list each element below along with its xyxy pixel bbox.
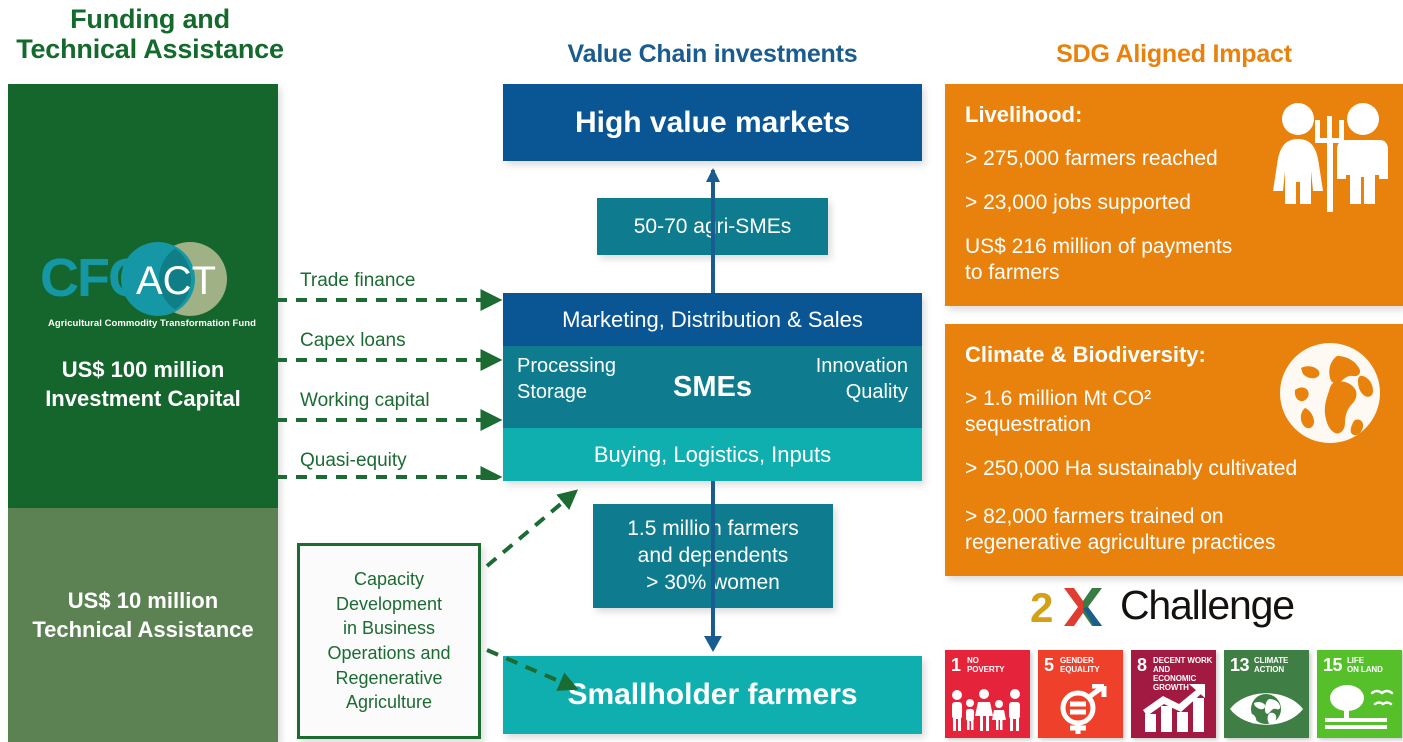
climate-stat-trained: > 82,000 farmers trained on regenerative … xyxy=(965,505,1276,555)
livelihood-title: Livelihood: xyxy=(965,102,1083,127)
sdg-goal-15: 15 LIFE ON LAND xyxy=(1317,650,1402,738)
finance-label-trade-finance: Trade finance xyxy=(300,270,416,291)
cfc-act-logo: CFC ACT Agricultural Commodity Transform… xyxy=(38,242,266,342)
investment-capital-panel: CFC ACT Agricultural Commodity Transform… xyxy=(8,84,278,508)
investment-capital-amount: US$ 100 million Investment Capital xyxy=(45,357,241,412)
sdg-goal-1-number: 1 xyxy=(951,655,961,675)
sdg-goal-8: 8 DECENT WORK AND ECONOMIC GROWTH xyxy=(1131,650,1216,738)
climate-title: Climate & Biodiversity: xyxy=(965,342,1206,367)
sdg-goal-5-number: 5 xyxy=(1044,655,1054,675)
finance-instrument-arrows: Trade finance Capex loans Working capita… xyxy=(276,270,508,488)
2x-challenge-mark: 2 xyxy=(1030,584,1102,631)
heading-value-chain: Value Chain investments xyxy=(567,40,858,68)
smallholder-farmers-box: Smallholder farmers xyxy=(503,656,922,734)
sdg-goal-13-number: 13 xyxy=(1230,655,1250,675)
smes-processing-storage-label: Processing Storage xyxy=(517,355,616,403)
cfc-act-logo-mark: CFC ACT xyxy=(40,242,227,316)
agri-smes-box: 50-70 agri-SMEs xyxy=(597,198,828,255)
finance-arrow-lines xyxy=(276,289,503,488)
svg-text:2: 2 xyxy=(1030,584,1052,630)
finance-label-working-capital: Working capital xyxy=(300,390,430,411)
eye-globe-icon xyxy=(1230,693,1303,725)
high-value-markets-box: High value markets xyxy=(503,84,922,161)
sdg-goal-5: 5 GENDER EQUALITY xyxy=(1038,650,1123,738)
svg-text:ACT: ACT xyxy=(136,259,216,303)
technical-assistance-amount: US$ 10 million Technical Assistance xyxy=(32,588,254,643)
sdg-goal-15-number: 15 xyxy=(1323,655,1343,675)
heading-sdg-impact: SDG Aligned Impact xyxy=(1056,40,1292,68)
cfc-logo-tagline: Agricultural Commodity Transformation Fu… xyxy=(48,318,256,329)
capacity-development-box: Capacity Development in Business Operations… xyxy=(297,543,481,739)
smes-marketing-label: Marketing, Distribution & Sales xyxy=(562,306,863,332)
growth-chart-icon xyxy=(1143,684,1205,732)
technical-assistance-panel: US$ 10 million Technical Assistance xyxy=(8,508,278,742)
sdg-goal-13-title: CLIMATE ACTION xyxy=(1254,656,1289,674)
livelihood-impact-panel: Livelihood: > 275,000 farmers reached > … xyxy=(945,84,1403,306)
sdg-goal-8-title: DECENT WORK AND ECONOMIC GROWTH xyxy=(1153,656,1213,692)
svg-text:CFC: CFC xyxy=(40,248,146,308)
smallholder-farmers-label: Smallholder farmers xyxy=(567,678,858,711)
farmers-reached-box: 1.5 million farmers and dependents > 30% w… xyxy=(593,504,833,608)
finance-label-capex-loans: Capex loans xyxy=(300,330,406,351)
agri-smes-label: 50-70 agri-SMEs xyxy=(633,215,792,238)
globe-icon xyxy=(1280,343,1380,443)
livelihood-stat-farmers: > 275,000 farmers reached xyxy=(965,147,1218,170)
sdg-goal-15-title: LIFE ON LAND xyxy=(1347,656,1383,674)
high-value-markets-label: High value markets xyxy=(574,106,851,139)
smes-marketing-band: Marketing, Distribution & Sales xyxy=(503,293,922,346)
livelihood-stat-jobs: > 23,000 jobs supported xyxy=(965,191,1191,214)
2x-challenge-logo: 2 Challenge xyxy=(1030,582,1295,632)
smes-core-label: SMEs xyxy=(673,370,752,403)
sdg-goal-1: 1 NO POVERTY xyxy=(945,650,1030,738)
family-icon xyxy=(952,689,1020,731)
sdg-goal-5-title: GENDER EQUALITY xyxy=(1060,656,1100,674)
2x-challenge-word: Challenge xyxy=(1120,582,1295,628)
smes-value-chain-block: Marketing, Distribution & Sales Processi… xyxy=(503,293,922,481)
sdg-goal-1-title: NO POVERTY xyxy=(967,656,1005,674)
climate-stat-hectares: > 250,000 Ha sustainably cultivated xyxy=(965,457,1298,480)
sdg-goal-13: 13 CLIMATE ACTION xyxy=(1224,650,1309,738)
gender-icon xyxy=(1060,684,1107,734)
capacity-development-label: Capacity Development in Business Operations… xyxy=(327,569,451,713)
climate-biodiversity-panel: Climate & Biodiversity: > 1.6 million Mt… xyxy=(945,324,1403,576)
livelihood-stat-payments: US$ 216 million of payments to farmers xyxy=(965,235,1233,285)
sdg-goal-8-number: 8 xyxy=(1137,655,1147,675)
heading-funding-ta: Funding and Technical Assistance xyxy=(16,4,284,65)
farmers-reached-label: 1.5 million farmers and dependents > 30% w… xyxy=(627,517,799,594)
climate-stat-sequestration: > 1.6 million Mt CO² sequestration xyxy=(965,387,1152,437)
sdg-goal-icons: 1 NO POVERTY 5 GENDER EQUALITY xyxy=(945,650,1403,738)
finance-label-quasi-equity: Quasi-equity xyxy=(300,450,407,471)
smes-buying-band: Buying, Logistics, Inputs xyxy=(503,428,922,481)
farmers-pair-icon xyxy=(1273,103,1388,212)
tree-birds-icon xyxy=(1325,685,1394,729)
smes-innovation-quality-label: Innovation Quality xyxy=(815,355,908,403)
smes-core-band: Processing Storage SMEs Innovation Quality xyxy=(503,346,922,428)
smes-buying-label: Buying, Logistics, Inputs xyxy=(593,441,832,467)
